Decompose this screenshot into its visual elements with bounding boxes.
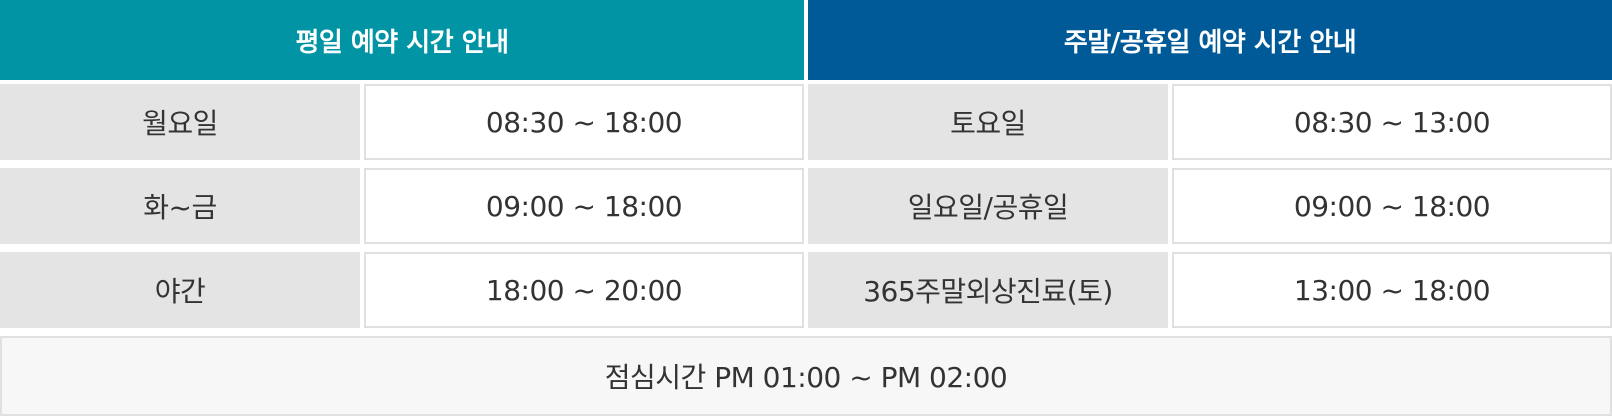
weekend-day-label: 365주말외상진료(토) [808,252,1168,328]
weekend-day-label: 토요일 [808,84,1168,160]
weekend-hours-value: 13:00 ~ 18:00 [1172,252,1612,328]
weekday-day-label: 화~금 [0,168,360,244]
weekday-header: 평일 예약 시간 안내 [0,0,804,80]
weekend-hours-value: 09:00 ~ 18:00 [1172,168,1612,244]
weekday-hours-value: 18:00 ~ 20:00 [364,252,804,328]
weekend-hours-value: 08:30 ~ 13:00 [1172,84,1612,160]
weekend-day-label: 일요일/공휴일 [808,168,1168,244]
weekend-header: 주말/공휴일 예약 시간 안내 [808,0,1612,80]
weekday-day-label: 월요일 [0,84,360,160]
weekday-hours-value: 08:30 ~ 18:00 [364,84,804,160]
lunch-break-row: 점심시간 PM 01:00 ~ PM 02:00 [0,336,1612,416]
weekday-hours-value: 09:00 ~ 18:00 [364,168,804,244]
weekday-day-label: 야간 [0,252,360,328]
